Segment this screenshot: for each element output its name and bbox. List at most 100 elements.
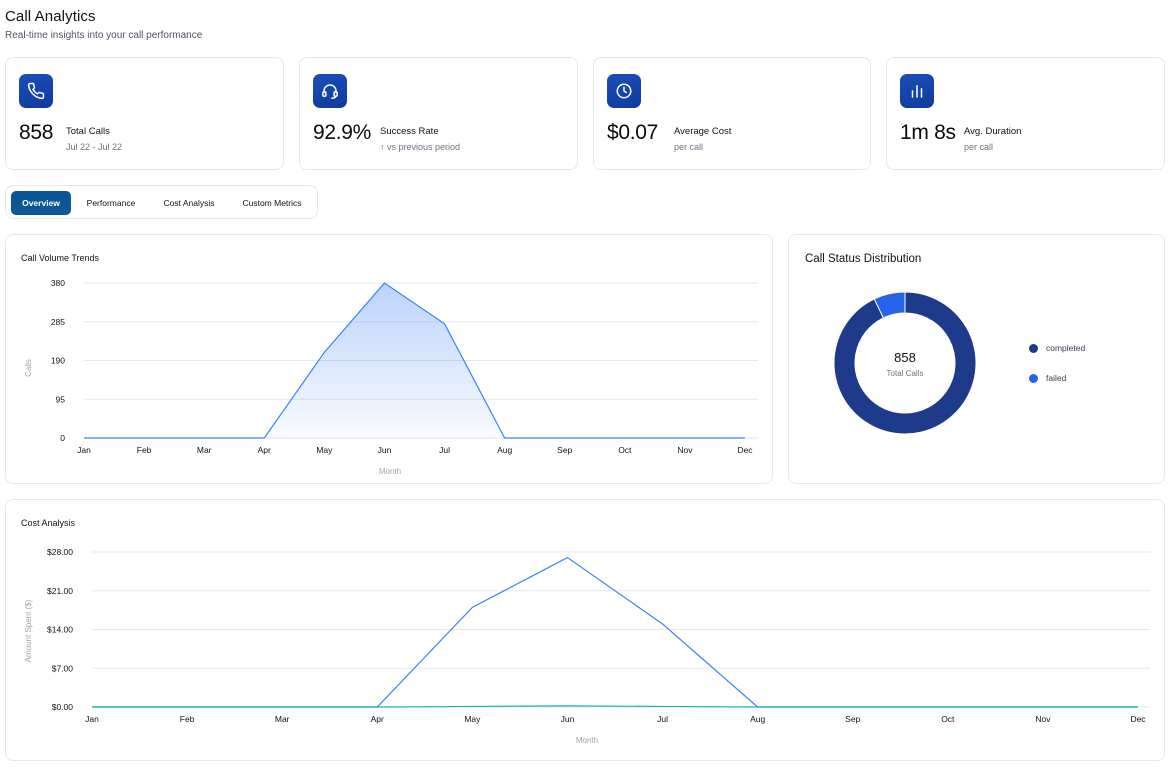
stat-sub: Jul 22 - Jul 22 — [66, 142, 123, 152]
legend-dot — [1029, 373, 1038, 383]
x-axis-label: Month — [576, 736, 598, 745]
stat-sub: ↑ vs previous period — [380, 142, 461, 152]
x-tick-label: Feb — [180, 714, 195, 724]
volume-point[interactable] — [564, 437, 566, 439]
x-tick-label: Jan — [77, 445, 91, 455]
x-tick-label: Jan — [85, 714, 99, 724]
x-tick-label: Aug — [497, 445, 512, 455]
x-tick-label: Nov — [1035, 714, 1051, 724]
cost-point[interactable] — [376, 706, 378, 708]
stat-card-avg-duration: 1m 8s Avg. Duration per call — [886, 57, 1165, 170]
volume-point[interactable] — [383, 282, 385, 284]
volume-area — [84, 283, 745, 438]
cost-point[interactable] — [756, 706, 758, 708]
volume-point[interactable] — [263, 437, 265, 439]
stat-sub: per call — [964, 142, 994, 152]
donut-slice-failed[interactable] — [873, 291, 906, 319]
stat-card-average-cost: $0.07 Average Cost per call — [593, 57, 871, 170]
cost-point[interactable] — [186, 706, 188, 708]
bar-chart-icon — [900, 74, 934, 108]
y-tick-label: 285 — [51, 317, 65, 327]
x-tick-label: May — [316, 445, 333, 455]
y-tick-label: $7.00 — [52, 663, 74, 673]
volume-point[interactable] — [684, 437, 686, 439]
y-tick-label: $21.00 — [47, 586, 73, 596]
call-status-donut: 858 Total Calls — [833, 291, 977, 435]
legend-item-failed[interactable]: failed — [1029, 373, 1066, 383]
cost-point[interactable] — [947, 706, 949, 708]
page-title: Call Analytics — [5, 8, 96, 25]
y-tick-label: $14.00 — [47, 625, 73, 635]
volume-point[interactable] — [323, 351, 325, 353]
stat-card-success-rate: 92.9% Success Rate ↑ vs previous period — [299, 57, 578, 170]
volume-point[interactable] — [143, 437, 145, 439]
volume-point[interactable] — [624, 437, 626, 439]
cost-point[interactable] — [852, 706, 854, 708]
volume-point[interactable] — [83, 437, 85, 439]
stat-value: 858 — [19, 121, 54, 144]
volume-point[interactable] — [203, 437, 205, 439]
cost-series-line-0 — [92, 556, 1138, 708]
legend-dot — [1029, 343, 1038, 353]
legend-item-completed[interactable]: completed — [1029, 343, 1085, 353]
stat-label: Average Cost — [674, 126, 732, 137]
stat-label: Avg. Duration — [964, 126, 1022, 137]
x-tick-label: Apr — [371, 714, 384, 724]
x-tick-label: Sep — [557, 445, 572, 455]
volume-point[interactable] — [744, 437, 746, 439]
donut-center-value: 858 — [894, 350, 916, 365]
cost-point[interactable] — [566, 556, 568, 558]
stat-value: $0.07 — [607, 121, 659, 144]
x-axis-label: Month — [379, 467, 401, 476]
tab-performance[interactable]: Performance — [86, 198, 136, 208]
y-axis-label: Amount Spent ($) — [24, 599, 33, 662]
tab-cost-analysis[interactable]: Cost Analysis — [163, 198, 215, 208]
x-tick-label: Mar — [275, 714, 290, 724]
volume-point[interactable] — [443, 323, 445, 325]
y-tick-label: 95 — [56, 394, 66, 404]
x-tick-label: Jun — [378, 445, 392, 455]
x-tick-label: Aug — [750, 714, 765, 724]
page-header: Call Analytics Real-time insights into y… — [5, 8, 202, 41]
page-subtitle: Real-time insights into your call perfor… — [5, 30, 203, 41]
cost-point[interactable] — [1042, 706, 1044, 708]
x-tick-label: Jul — [439, 445, 450, 455]
phone-icon — [19, 74, 53, 108]
legend-label: completed — [1046, 343, 1086, 353]
cost-point[interactable] — [471, 606, 473, 608]
donut-center-label: Total Calls — [887, 369, 924, 378]
x-tick-label: Oct — [941, 714, 955, 724]
headset-icon — [313, 74, 347, 108]
cost-analysis-chart: $0.00 $7.00 $14.00 $21.00 $28.00 Jan Feb Mar Ap… — [24, 547, 1150, 745]
tab-overview[interactable]: Overview — [11, 191, 71, 215]
cost-point[interactable] — [661, 705, 663, 707]
cost-point[interactable] — [281, 706, 283, 708]
y-tick-label: 380 — [51, 278, 65, 288]
y-tick-label: $28.00 — [47, 547, 73, 557]
cost-point[interactable] — [1137, 706, 1139, 708]
y-tick-label: 190 — [51, 356, 65, 366]
tab-custom-metrics[interactable]: Custom Metrics — [242, 198, 302, 208]
cost-series-line-1 — [92, 705, 1138, 708]
x-tick-label: Dec — [1130, 714, 1146, 724]
x-tick-label: Jun — [561, 714, 575, 724]
cost-point[interactable] — [91, 706, 93, 708]
volume-line — [84, 282, 745, 439]
call-status-panel: Call Status Distribution 858 Total Calls… — [788, 234, 1165, 484]
tab-bar: Overview Performance Cost Analysis Custo… — [5, 185, 318, 219]
x-tick-label: Jul — [657, 714, 668, 724]
donut-slice-completed[interactable] — [833, 291, 977, 435]
x-tick-label: Feb — [137, 445, 152, 455]
x-tick-label: Sep — [845, 714, 860, 724]
cost-point[interactable] — [471, 705, 473, 707]
stat-sub: per call — [674, 142, 704, 152]
call-volume-panel: Call Volume Trends 0 95 190 285 380 Jan Feb Ma… — [5, 234, 773, 484]
cost-analysis-panel: Cost Analysis $0.00 $7.00 $14.00 $21.00 $28.… — [5, 499, 1165, 761]
stat-card-total-calls: 858 Total Calls Jul 22 - Jul 22 — [5, 57, 284, 170]
cost-point[interactable] — [566, 705, 568, 707]
stat-value: 1m 8s — [900, 121, 956, 144]
cost-point[interactable] — [661, 623, 663, 625]
x-tick-label: Apr — [258, 445, 271, 455]
stat-label: Success Rate — [380, 126, 439, 137]
volume-point[interactable] — [503, 437, 505, 439]
